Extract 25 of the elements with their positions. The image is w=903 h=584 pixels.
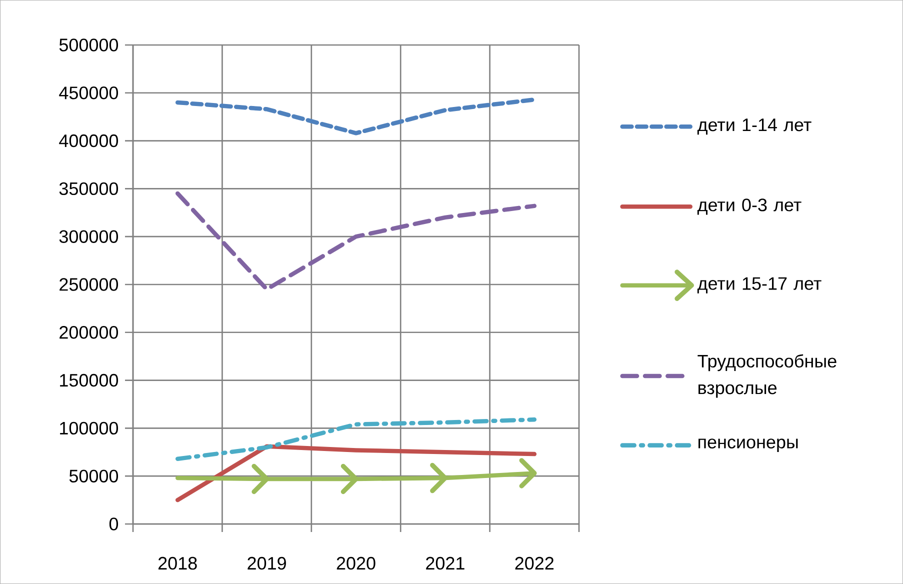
- legend-label: дети 0-3 лет: [697, 198, 802, 215]
- line-series: [175, 191, 537, 292]
- legend-label: пенсионеры: [698, 438, 798, 452]
- line-series: [175, 444, 537, 502]
- y-tick-label: 100000: [60, 422, 118, 435]
- x-tick-label: 2018: [158, 556, 197, 570]
- y-tick-label: 150000: [60, 374, 118, 387]
- x-tick-label: 2020: [336, 556, 376, 570]
- x-tick-label: 2021: [426, 556, 464, 570]
- x-tick-label: 2019: [248, 556, 286, 570]
- legend-label: дети 15-17 лет: [697, 277, 822, 294]
- y-tick-label: 50000: [69, 470, 118, 482]
- y-tick-label: 400000: [59, 134, 118, 148]
- y-tick-label: 200000: [60, 326, 118, 339]
- line-series: [175, 417, 537, 461]
- line-series: [175, 97, 537, 136]
- legend-label: дети 1-14 лет: [697, 118, 812, 135]
- y-tick-label: 0: [109, 518, 118, 530]
- y-tick-label: 450000: [59, 86, 118, 100]
- y-tick-label: 500000: [59, 38, 118, 52]
- y-tick-label: 250000: [60, 278, 118, 291]
- y-tick-label: 350000: [59, 182, 118, 196]
- legend-label: Трудоспособные взрослые: [698, 354, 836, 398]
- y-tick-label: 300000: [59, 230, 118, 243]
- x-tick-label: 2022: [515, 556, 554, 570]
